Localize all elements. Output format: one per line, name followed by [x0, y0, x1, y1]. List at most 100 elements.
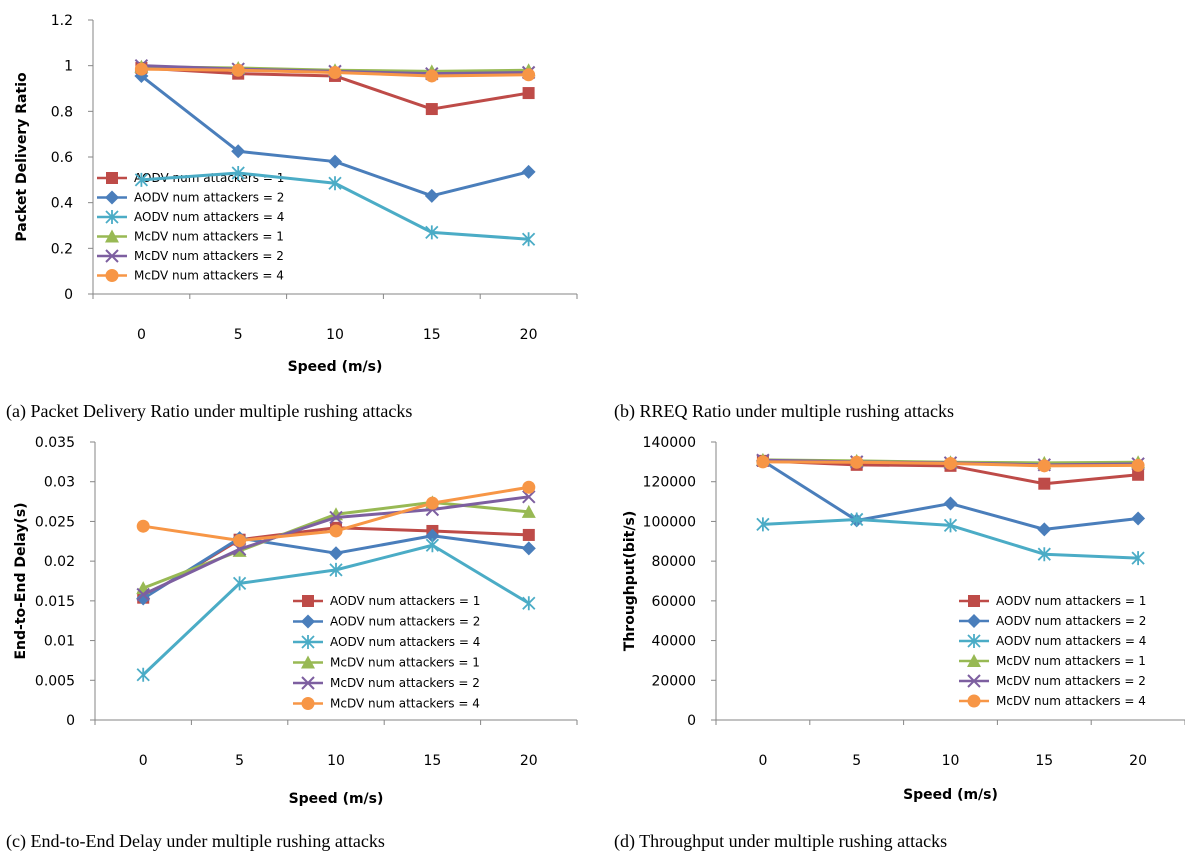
- data-point: [329, 562, 343, 577]
- x-tick-label: 5: [235, 753, 244, 769]
- legend-marker: [301, 697, 315, 710]
- y-tick-label: 0.035: [35, 435, 75, 451]
- data-point: [328, 66, 342, 80]
- x-tick-label: 10: [327, 753, 345, 769]
- data-point: [850, 512, 864, 527]
- legend-marker: [967, 674, 981, 688]
- legend-entry: McDV num attackers = 1: [996, 654, 1146, 668]
- data-point: [232, 576, 247, 591]
- y-tick-label: 0.8: [51, 104, 73, 120]
- data-point: [521, 232, 536, 247]
- data-point: [134, 172, 149, 187]
- y-tick-label: 0: [64, 287, 73, 303]
- data-point: [1131, 551, 1145, 566]
- y-tick-label: 80000: [651, 554, 696, 570]
- chart-end-to-end-delay: 0 0.005 0.01 0.015 0.02 0.025 0.03 0.035 0 5 10 15 2…: [13, 435, 578, 807]
- legend-entry: McDV num attackers = 1: [330, 656, 480, 670]
- y-tick-label: 20000: [651, 673, 696, 689]
- legend-entry: McDV num attackers = 2: [996, 674, 1146, 688]
- x-tick-label: 15: [423, 753, 441, 769]
- data-point: [756, 517, 770, 532]
- y-tick-label: 0.6: [51, 150, 73, 166]
- legend-marker: [967, 654, 981, 667]
- data-point: [522, 528, 535, 541]
- y-tick-label: 0.03: [44, 475, 75, 491]
- x-axis-label: Speed (m/s): [289, 791, 384, 807]
- x-tick-label: 20: [520, 327, 538, 343]
- data-point: [136, 667, 150, 682]
- x-axis-label: Speed (m/s): [903, 787, 998, 803]
- caption-c: (c) End-to-End Delay under multiple rush…: [6, 831, 385, 852]
- y-tick-label: 0.005: [35, 673, 75, 689]
- data-point: [850, 455, 864, 469]
- data-point: [1038, 477, 1051, 490]
- data-point: [425, 69, 439, 83]
- legend-entry: AODV num attackers = 4: [330, 635, 480, 649]
- legend-marker: [967, 694, 981, 708]
- data-point: [136, 587, 150, 602]
- data-point: [231, 144, 246, 159]
- data-point: [943, 518, 958, 533]
- x-tick-label: 15: [1035, 753, 1053, 769]
- data-point: [521, 504, 536, 518]
- legend-entry: AODV num attackers = 1: [996, 594, 1146, 608]
- y-axis-label: Packet Delivery Ratio: [14, 72, 30, 242]
- legend-entry: McDV num attackers = 4: [996, 694, 1146, 708]
- data-point: [425, 496, 439, 510]
- data-point: [425, 528, 440, 543]
- legend-marker: [301, 635, 315, 649]
- data-point: [136, 519, 150, 533]
- x-tick-label: 5: [234, 327, 243, 343]
- caption-d: (d) Throughput under multiple rushing at…: [614, 831, 947, 852]
- legend-entry: AODV num attackers = 2: [134, 191, 284, 205]
- data-point: [231, 165, 245, 180]
- x-tick-label: 0: [139, 753, 148, 769]
- x-tick-label: 10: [326, 327, 344, 343]
- legend-entry: McDV num attackers = 2: [134, 249, 284, 263]
- legend-entry: AODV num attackers = 4: [996, 634, 1146, 648]
- legend-marker: [105, 210, 119, 224]
- legend-marker: [302, 595, 314, 607]
- caption-a: (a) Packet Delivery Ratio under multiple…: [6, 401, 412, 422]
- data-point: [329, 546, 343, 561]
- x-tick-label: 0: [758, 753, 767, 769]
- data-point: [134, 62, 148, 76]
- y-tick-label: 0.02: [44, 554, 75, 570]
- data-point: [328, 176, 342, 191]
- caption-b: (b) RREQ Ratio under multiple rushing at…: [614, 401, 954, 422]
- legend-entry: AODV num attackers = 2: [330, 615, 480, 629]
- y-tick-label: 0.01: [44, 634, 75, 650]
- x-tick-label: 10: [942, 753, 960, 769]
- y-tick-label: 140000: [643, 435, 696, 451]
- x-tick-label: 20: [1129, 753, 1147, 769]
- chart-packet-delivery-ratio: 0 0.2 0.4 0.6 0.8 1 1.2 0 5 10 15 20 Packet Delivery…: [14, 13, 578, 375]
- data-point: [1037, 459, 1051, 473]
- y-tick-label: 100000: [643, 514, 696, 530]
- data-point: [1131, 458, 1145, 472]
- data-point: [522, 68, 536, 82]
- data-point: [136, 591, 151, 606]
- legend-marker: [105, 249, 119, 263]
- data-point: [756, 455, 770, 469]
- legend-marker: [105, 229, 119, 243]
- y-axis-label: Throughput(bit/s): [622, 511, 638, 651]
- y-tick-label: 120000: [643, 475, 696, 491]
- data-point: [1132, 468, 1145, 481]
- legend-entry: McDV num attackers = 1: [134, 230, 284, 244]
- data-point: [425, 225, 439, 240]
- data-point: [522, 596, 536, 611]
- legend-marker: [301, 614, 315, 629]
- data-point: [522, 490, 536, 504]
- data-point: [521, 541, 536, 556]
- legend-entry: McDV num attackers = 4: [134, 269, 284, 283]
- legend-marker: [301, 676, 315, 690]
- y-tick-label: 0: [687, 713, 696, 729]
- legend-marker: [967, 634, 981, 648]
- y-tick-label: 0.4: [51, 196, 73, 212]
- data-point: [1037, 547, 1051, 562]
- data-point: [425, 103, 438, 116]
- data-point: [944, 456, 957, 470]
- x-tick-label: 15: [423, 327, 441, 343]
- data-point: [425, 538, 440, 553]
- legend-entry: AODV num attackers = 4: [134, 210, 284, 224]
